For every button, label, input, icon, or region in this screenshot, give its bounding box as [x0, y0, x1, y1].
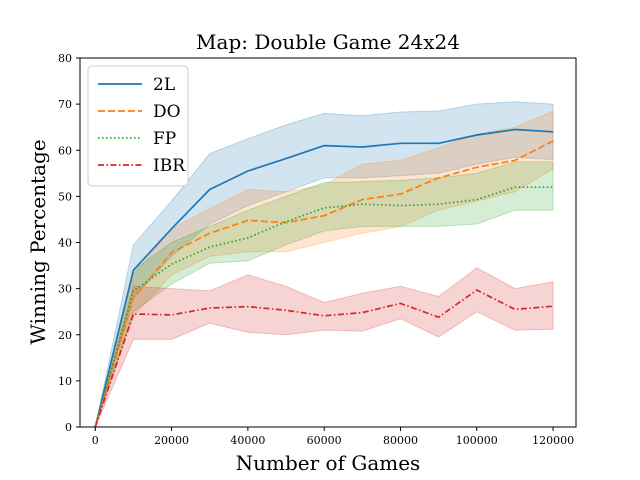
legend-label-fp: FP [153, 129, 176, 149]
series-lines [94, 128, 554, 428]
legend-label-2l: 2L [153, 75, 175, 95]
x-tick-label: 100000 [456, 434, 498, 447]
y-tick-label: 60 [58, 144, 72, 157]
band-fp [94, 161, 554, 428]
legend: 2L DO FP IBR [87, 65, 189, 187]
series-line-fp [94, 186, 554, 428]
x-tick-label: 80000 [383, 434, 418, 447]
legend-label-do: DO [153, 102, 181, 122]
y-tick-label: 20 [58, 329, 72, 342]
x-tick-label: 120000 [532, 434, 574, 447]
y-tick-label: 70 [58, 98, 72, 111]
chart-title: Map: Double Game 24x24 [196, 30, 460, 54]
x-tick-label: 60000 [307, 434, 342, 447]
y-tick-label: 50 [58, 190, 72, 203]
series-line-2l [94, 128, 554, 428]
series-line-do [94, 140, 554, 428]
y-tick-label: 40 [58, 237, 72, 250]
x-axis-label: Number of Games [236, 451, 421, 475]
y-axis-label: Winning Percentage [26, 139, 50, 344]
x-axis-ticks: 0 20000 40000 60000 80000 100000 120000 [92, 427, 574, 447]
x-tick-label: 40000 [230, 434, 265, 447]
y-tick-label: 10 [58, 375, 72, 388]
series-line-ibr [94, 289, 554, 428]
legend-box [87, 65, 189, 187]
y-tick-label: 0 [65, 421, 72, 434]
y-tick-label: 30 [58, 283, 72, 296]
y-tick-label: 80 [58, 52, 72, 65]
band-do [94, 110, 554, 428]
x-tick-label: 20000 [154, 434, 189, 447]
y-axis-ticks: 0 10 20 30 40 50 60 70 80 [58, 52, 80, 434]
legend-label-ibr: IBR [153, 156, 186, 176]
x-tick-label: 0 [92, 434, 99, 447]
